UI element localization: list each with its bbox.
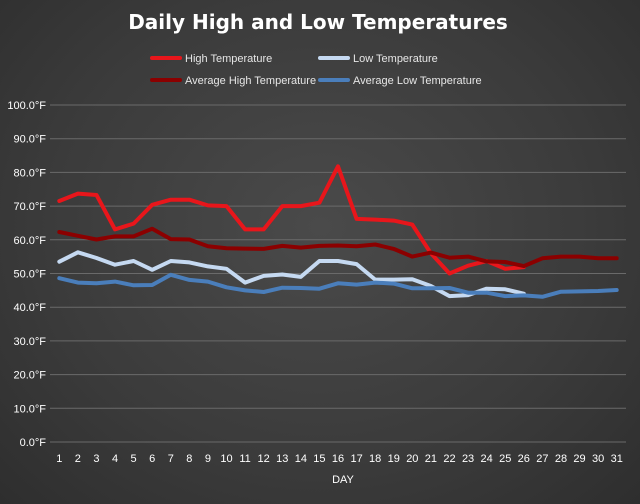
- x-tick-label: 23: [462, 453, 474, 465]
- y-tick-label: 40.0°F: [13, 302, 46, 314]
- chart-title: Daily High and Low Temperatures: [128, 10, 508, 34]
- x-tick-label: 5: [131, 453, 137, 465]
- y-tick-label: 30.0°F: [13, 336, 46, 348]
- legend-label-average-low-temperature: Average Low Temperature: [353, 75, 482, 87]
- gridlines: [50, 104, 626, 443]
- x-tick-label: 12: [258, 453, 270, 465]
- y-tick-label: 90.0°F: [13, 134, 46, 146]
- y-tick-label: 70.0°F: [13, 201, 46, 213]
- y-tick-label: 10.0°F: [13, 403, 46, 415]
- x-tick-label: 2: [75, 453, 81, 465]
- x-tick-label: 13: [276, 453, 288, 465]
- x-tick-label: 6: [149, 453, 155, 465]
- legend-label-high-temperature: High Temperature: [185, 53, 272, 65]
- x-tick-label: 9: [205, 453, 211, 465]
- series-line-average-low-temperature: [57, 272, 619, 299]
- x-tick-label: 19: [388, 453, 400, 465]
- x-tick-label: 31: [611, 453, 623, 465]
- x-tick-label: 16: [332, 453, 344, 465]
- series-line-low-temperature: [57, 250, 526, 299]
- x-tick-label: 22: [443, 453, 455, 465]
- x-tick-label: 8: [186, 453, 192, 465]
- x-tick-label: 4: [112, 453, 118, 465]
- x-tick-label: 21: [425, 453, 437, 465]
- x-tick-label: 29: [573, 453, 585, 465]
- x-axis: 1 2 3 4 5 6 7 8 9 10 11 12 13 14 15 16 17 18 19 20 21 22 23 24 2…: [56, 453, 623, 465]
- y-tick-label: 100.0°F: [7, 100, 46, 112]
- x-tick-label: 17: [350, 453, 362, 465]
- x-tick-label: 24: [481, 453, 493, 465]
- y-tick-label: 80.0°F: [13, 167, 46, 179]
- legend: High Temperature Low Temperature Average H…: [150, 53, 482, 87]
- y-tick-label: 0.0°F: [20, 437, 47, 449]
- series-line-average-high-temperature: [57, 226, 619, 269]
- x-tick-label: 11: [239, 453, 250, 465]
- x-tick-label: 30: [592, 453, 604, 465]
- x-tick-label: 10: [220, 453, 232, 465]
- x-tick-label: 27: [536, 453, 548, 465]
- x-tick-label: 7: [168, 453, 174, 465]
- legend-label-low-temperature: Low Temperature: [353, 53, 438, 65]
- x-tick-label: 18: [369, 453, 381, 465]
- x-tick-label: 26: [518, 453, 530, 465]
- series-lines: [57, 164, 619, 299]
- x-tick-label: 28: [555, 453, 567, 465]
- x-tick-label: 3: [93, 453, 99, 465]
- y-axis: 0.0°F 10.0°F 20.0°F 30.0°F 40.0°F 50.0°F 60.0°…: [7, 100, 46, 449]
- y-tick-label: 20.0°F: [13, 370, 46, 382]
- legend-label-average-high-temperature: Average High Temperature: [185, 75, 316, 87]
- x-tick-label: 1: [56, 453, 62, 465]
- y-tick-label: 60.0°F: [13, 235, 46, 247]
- x-tick-label: 25: [499, 453, 511, 465]
- x-tick-label: 14: [295, 453, 307, 465]
- x-axis-title: DAY: [332, 474, 354, 486]
- y-tick-label: 50.0°F: [13, 269, 46, 281]
- series-line-high-temperature: [57, 164, 526, 276]
- x-tick-label: 20: [406, 453, 418, 465]
- x-tick-label: 15: [313, 453, 325, 465]
